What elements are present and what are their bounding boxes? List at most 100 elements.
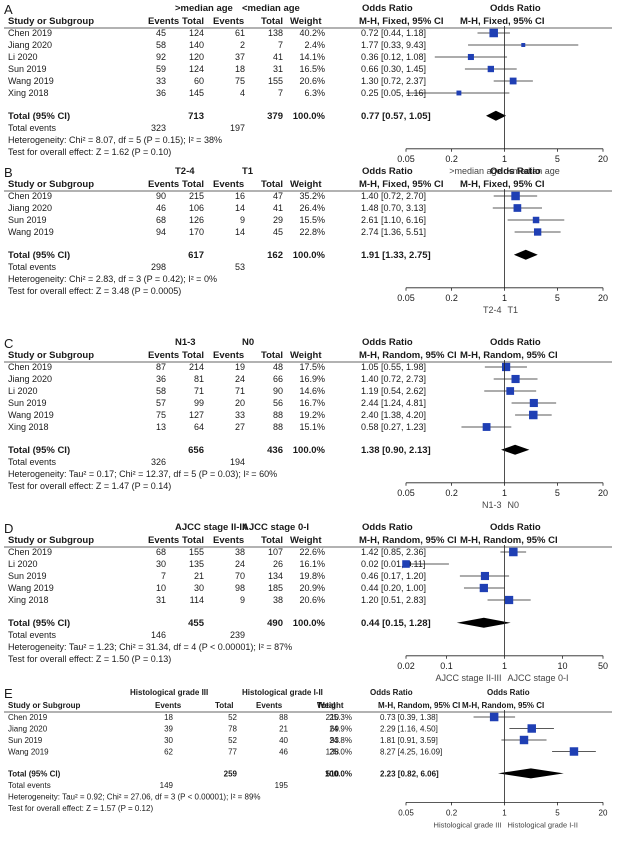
total-group-1: 114 (190, 595, 204, 605)
weight-value: 35.2% (299, 191, 325, 201)
events-group-1: 30 (164, 736, 173, 745)
column-events2-header: Events (213, 535, 244, 546)
events-group-2: 24 (235, 559, 245, 569)
summary-diamond (486, 110, 507, 121)
odds-ratio-header: Odds Ratio (362, 3, 413, 14)
total-group-2: 31 (273, 64, 283, 74)
column-events2-header: Events (213, 179, 244, 190)
total-events-group-1: 326 (151, 457, 166, 467)
odds-ratio-ci: 0.72 [0.44, 1.18] (361, 28, 426, 38)
events-group-2: 75 (235, 76, 245, 86)
favours-label-right: N0 (508, 500, 520, 510)
weight-value: 20.9% (299, 583, 325, 593)
total-events-label: Total events (8, 630, 57, 640)
x-tick-label: 5 (555, 293, 560, 303)
study-name: Jiang 2020 (8, 203, 52, 213)
group-header-1: T2-4 (175, 166, 195, 177)
study-name: Chen 2019 (8, 362, 52, 372)
panel-label: C (4, 336, 13, 351)
column-total2-header: Total (261, 16, 283, 27)
total-group-1: 145 (189, 88, 204, 98)
events-group-2: 38 (235, 547, 245, 557)
total-group-1: 30 (194, 583, 204, 593)
study-name: Chen 2019 (8, 713, 48, 722)
weight-value: 22.6% (299, 547, 325, 557)
weight-value: 40.2% (299, 28, 325, 38)
total-label: Total (95% CI) (8, 618, 70, 629)
study-square (467, 53, 474, 61)
odds-ratio-ci: 1.20 [0.51, 2.83] (361, 595, 426, 605)
total-group-2: 185 (268, 583, 283, 593)
events-group-1: 57 (156, 398, 166, 408)
x-tick-label: 0.2 (445, 154, 458, 164)
weight-value: 16.7% (299, 398, 325, 408)
panel-label: B (4, 165, 13, 180)
overall-effect-text: Test for overall effect: Z = 1.57 (P = 0… (8, 804, 153, 813)
method-header: M-H, Random, 95% CI (359, 535, 457, 546)
events-group-2: 71 (235, 386, 245, 396)
study-square (479, 583, 488, 593)
total-group-2: 41 (273, 52, 283, 62)
odds-ratio-ci: 0.46 [0.17, 1.20] (361, 571, 426, 581)
plot-method-header: M-H, Random, 95% CI (460, 350, 558, 361)
total-group-2: 45 (273, 227, 283, 237)
total-events-label: Total events (8, 123, 57, 133)
weight-value: 25.3% (329, 713, 352, 722)
study-name: Jiang 2020 (8, 40, 52, 50)
odds-ratio-header: Odds Ratio (362, 166, 413, 177)
column-total2-header: Total (261, 350, 283, 361)
total-n-group-2: 162 (267, 250, 283, 261)
study-square (527, 724, 536, 733)
overall-effect-text: Test for overall effect: Z = 1.62 (P = 0… (8, 147, 171, 157)
total-odds-ratio-ci: 0.77 [0.57, 1.05] (361, 111, 431, 122)
total-group-2: 134 (268, 571, 283, 581)
total-events-group-2: 53 (235, 262, 245, 272)
total-group-1: 155 (189, 547, 204, 557)
total-group-1: 124 (189, 28, 204, 38)
column-total2-header: Total (261, 535, 283, 546)
total-n-group-2: 490 (267, 618, 283, 629)
overall-effect-text: Test for overall effect: Z = 1.47 (P = 0… (8, 481, 171, 491)
panel-label: E (4, 686, 13, 701)
forest-panel-c: C N1-3 N0 Odds Ratio Odds Ratio Study or Subg… (4, 336, 612, 510)
events-group-1: 10 (156, 583, 166, 593)
column-study-header: Study or Subgroup (8, 350, 94, 361)
weight-value: 15.5% (299, 215, 325, 225)
total-n-group-1: 455 (188, 618, 205, 629)
total-label: Total (95% CI) (8, 111, 70, 122)
total-group-1: 127 (189, 410, 204, 420)
total-label: Total (95% CI) (8, 250, 70, 261)
study-square (532, 216, 540, 224)
plot-method-header: M-H, Fixed, 95% CI (460, 179, 544, 190)
events-group-1: 68 (156, 547, 166, 557)
study-name: Wang 2019 (8, 583, 54, 593)
total-events-group-1: 149 (160, 781, 174, 790)
column-events1-header: Events (155, 701, 182, 710)
total-group-2: 88 (273, 410, 283, 420)
column-total1-header: Total (182, 16, 204, 27)
total-label: Total (95% CI) (8, 445, 70, 456)
events-group-1: 45 (156, 28, 166, 38)
column-events1-header: Events (148, 16, 179, 27)
odds-ratio-ci: 0.02 [0.01, 0.11] (361, 559, 425, 569)
total-group-2: 38 (273, 595, 283, 605)
events-group-1: 75 (156, 410, 166, 420)
odds-ratio-plot-header: Odds Ratio (490, 337, 541, 348)
study-square (480, 571, 490, 581)
weight-value: 19.8% (299, 571, 325, 581)
favours-label-right: T1 (508, 305, 519, 315)
odds-ratio-ci: 1.77 [0.33, 9.43] (361, 40, 426, 50)
total-group-1: 21 (194, 571, 204, 581)
total-n-group-2: 510 (326, 769, 340, 778)
events-group-1: 92 (156, 52, 166, 62)
events-group-1: 68 (156, 215, 166, 225)
weight-value: 16.1% (299, 559, 325, 569)
x-tick-label: 0.05 (398, 808, 414, 817)
total-events-group-1: 298 (151, 262, 166, 272)
column-events1-header: Events (148, 179, 179, 190)
summary-diamond (501, 444, 530, 455)
x-tick-label: 1 (502, 661, 507, 671)
method-header: M-H, Fixed, 95% CI (359, 16, 443, 27)
x-tick-label: 5 (555, 808, 560, 817)
odds-ratio-ci: 0.44 [0.20, 1.00] (361, 583, 426, 593)
